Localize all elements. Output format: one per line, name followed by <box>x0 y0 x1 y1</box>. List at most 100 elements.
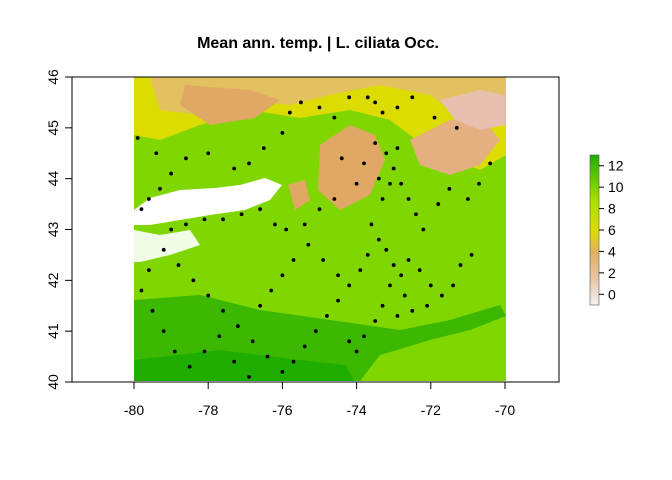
raster-zone-cold-tug-hill <box>288 180 310 210</box>
occurrence-point <box>169 227 174 232</box>
occurrence-point <box>399 181 404 186</box>
colorbar-tick-label: 2 <box>608 265 616 281</box>
occurrence-point <box>169 171 174 176</box>
occurrence-point <box>477 181 481 186</box>
occurrence-point <box>336 298 340 303</box>
occurrence-point <box>354 181 359 186</box>
occurrence-point <box>247 375 251 379</box>
occurrence-point <box>380 303 385 308</box>
raster-zone-cold-west <box>180 85 280 125</box>
occurrence-point <box>347 95 352 100</box>
occurrence-point <box>373 141 378 145</box>
occurrence-point <box>135 136 140 140</box>
occurrence-point <box>376 176 381 181</box>
occurrence-point <box>217 334 222 339</box>
lake-erie <box>134 230 200 262</box>
x-axis: -80 -78 -76 -74 -72 -70 <box>124 381 515 418</box>
occurrence-point <box>417 268 422 273</box>
occurrence-point <box>447 186 452 191</box>
occurrence-point <box>365 95 370 100</box>
occurrence-point <box>339 156 344 161</box>
occurrence-point <box>139 288 144 293</box>
raster-zone-cold-adirondack <box>318 125 385 210</box>
occurrence-point <box>221 308 225 313</box>
occurrence-point <box>172 349 177 354</box>
x-tick-label: -74 <box>346 402 366 418</box>
y-tick-label: 40 <box>45 374 61 390</box>
raster-zone-hot <box>134 350 355 381</box>
occurrence-point <box>321 258 326 262</box>
y-tick-label: 45 <box>45 120 61 136</box>
occurrence-point <box>247 161 251 166</box>
y-tick-label: 42 <box>45 272 61 288</box>
raster-zone-coldest <box>440 90 505 130</box>
occurrence-point <box>354 349 359 354</box>
map-title: Mean ann. temp. | L. ciliata Occ. <box>197 35 439 52</box>
occurrence-points <box>135 95 493 379</box>
x-tick-label: -72 <box>421 402 441 418</box>
occurrence-point <box>146 197 151 201</box>
occurrence-point <box>358 268 363 273</box>
occurrence-point <box>380 110 385 115</box>
occurrence-point <box>258 207 263 212</box>
temperature-raster <box>134 77 506 381</box>
colorbar-tick-label: 4 <box>608 243 616 259</box>
occurrence-point <box>388 283 392 288</box>
occurrence-point <box>206 151 211 156</box>
occurrence-point <box>347 283 352 288</box>
occurrence-point <box>410 95 415 100</box>
occurrence-point <box>280 369 285 374</box>
occurrence-point <box>380 197 385 201</box>
occurrence-point <box>150 308 155 313</box>
occurrence-point <box>161 329 166 334</box>
occurrence-point <box>410 308 415 313</box>
occurrence-point <box>428 283 433 288</box>
occurrence-point <box>232 166 237 171</box>
occurrence-point <box>206 293 211 298</box>
occurrence-point <box>261 146 266 151</box>
y-tick-label: 41 <box>45 323 61 339</box>
occurrence-point <box>158 186 162 191</box>
x-tick-label: -70 <box>495 402 515 418</box>
occurrence-point <box>291 359 296 364</box>
occurrence-point <box>454 125 459 130</box>
y-tick-label: 44 <box>45 171 61 187</box>
occurrence-point <box>406 258 411 262</box>
occurrence-point <box>239 212 244 217</box>
occurrence-point <box>187 364 192 369</box>
occurrence-point <box>425 303 429 308</box>
occurrence-point <box>369 222 374 227</box>
occurrence-point <box>202 217 207 222</box>
occurrence-point <box>280 131 285 135</box>
x-tick-label: -78 <box>198 402 218 418</box>
occurrence-point <box>406 197 411 201</box>
occurrence-point <box>269 288 274 293</box>
occurrence-point <box>391 263 396 267</box>
x-tick-label: -76 <box>272 402 292 418</box>
occurrence-point <box>466 197 470 201</box>
occurrence-point <box>184 156 188 161</box>
x-tick-label: -80 <box>124 402 144 418</box>
occurrence-point <box>362 161 366 166</box>
y-tick-label: 46 <box>45 69 61 85</box>
occurrence-point <box>235 324 240 328</box>
occurrence-point <box>432 115 437 120</box>
occurrence-point <box>317 207 322 212</box>
colorbar-tick-label: 12 <box>608 158 624 174</box>
colorbar-tick-label: 6 <box>608 222 616 238</box>
occurrence-point <box>388 181 392 186</box>
occurrence-point <box>384 247 389 252</box>
occurrence-point <box>302 222 307 227</box>
occurrence-point <box>362 334 366 339</box>
occurrence-point <box>332 197 337 201</box>
occurrence-point <box>399 273 404 278</box>
occurrence-point <box>191 278 196 283</box>
occurrence-point <box>280 273 285 278</box>
occurrence-point <box>202 349 207 354</box>
legend-colorbar: 0 2 4 6 8 10 12 <box>589 154 624 306</box>
occurrence-point <box>291 258 296 262</box>
occurrence-point <box>347 339 352 344</box>
y-axis: 40 41 42 43 44 45 46 <box>45 69 73 390</box>
occurrence-point <box>161 247 166 252</box>
occurrence-point <box>336 273 340 278</box>
